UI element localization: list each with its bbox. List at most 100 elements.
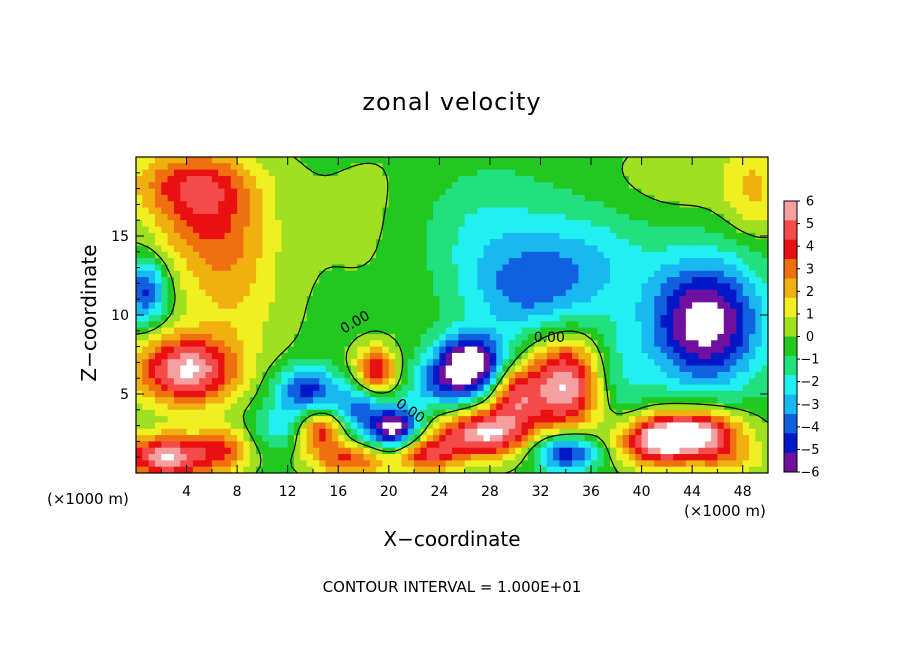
field-cell [237,315,245,322]
field-cell [180,321,188,329]
field-cell [180,188,188,196]
field-cell [376,283,384,291]
field-cell [628,466,636,473]
field-cell [603,403,611,411]
field-cell [275,327,282,335]
field-cell [344,371,352,379]
field-cell [243,188,251,196]
field-cell [363,359,371,367]
field-cell [559,163,567,171]
field-cell [635,264,643,272]
field-cell [401,466,409,473]
field-cell [180,315,188,322]
field-cell [401,258,409,266]
field-cell [597,403,605,411]
field-cell [306,277,314,284]
field-cell [388,352,396,360]
field-cell [717,182,725,190]
field-cell [382,169,390,177]
field-cell [186,188,194,196]
field-cell [755,245,763,253]
field-cell [673,321,681,329]
field-cell [401,447,409,455]
field-cell [319,371,327,379]
field-cell [641,157,649,164]
field-cell [508,416,516,424]
field-cell [483,327,491,335]
field-cell [338,308,346,316]
field-cell [704,182,712,190]
field-cell [161,435,169,442]
field-cell [136,289,143,297]
field-cell [369,466,377,473]
field-cell [192,251,200,259]
field-cell [470,428,478,436]
field-cell [161,258,169,266]
field-cell [464,169,472,177]
field-cell [268,460,276,468]
field-cell [363,409,371,417]
field-cell [319,327,327,335]
field-cell [496,245,504,253]
field-cell [395,340,403,348]
field-cell [730,359,737,367]
field-cell [622,207,630,215]
field-cell [445,327,453,335]
field-cell [136,220,143,228]
field-cell [154,384,162,392]
field-cell [199,321,207,329]
field-cell [635,201,643,209]
field-cell [572,226,579,234]
field-cell [224,245,232,253]
field-cell [439,188,447,196]
field-cell [148,283,156,291]
field-cell [173,315,181,322]
field-cell [711,441,719,449]
field-cell [477,264,485,272]
field-cell [306,352,314,360]
field-cell [407,264,415,272]
field-cell [578,447,586,455]
field-cell [426,435,434,442]
field-cell [161,289,169,297]
field-cell [641,454,649,461]
field-cell [496,264,504,272]
field-cell [142,226,150,234]
field-cell [407,403,415,411]
field-cell [622,435,630,442]
field-cell [433,371,440,379]
field-cell [376,220,384,228]
field-cell [742,201,750,209]
field-cell [572,251,579,259]
field-cell [616,346,624,354]
field-cell [382,403,390,411]
field-cell [325,365,333,373]
field-cell [186,378,194,386]
field-cell [527,232,535,240]
field-cell [761,416,768,424]
field-cell [350,460,358,468]
field-cell [180,169,188,177]
field-cell [603,333,611,341]
field-cell [180,466,188,473]
field-cell [584,359,592,367]
field-cell [211,384,219,392]
field-cell [508,340,516,348]
field-cell [173,384,181,392]
field-cell [527,245,535,253]
field-cell [628,454,636,461]
field-cell [578,346,586,354]
field-cell [180,365,188,373]
field-cell [502,428,510,436]
field-cell [591,327,598,335]
field-cell [635,308,643,316]
field-cell [546,352,554,360]
field-cell [243,384,251,392]
field-cell [300,270,308,278]
field-cell [755,169,763,177]
field-cell [218,289,226,297]
field-cell [591,403,598,411]
field-cell [230,258,238,266]
field-cell [338,188,346,196]
field-cell [148,333,156,341]
